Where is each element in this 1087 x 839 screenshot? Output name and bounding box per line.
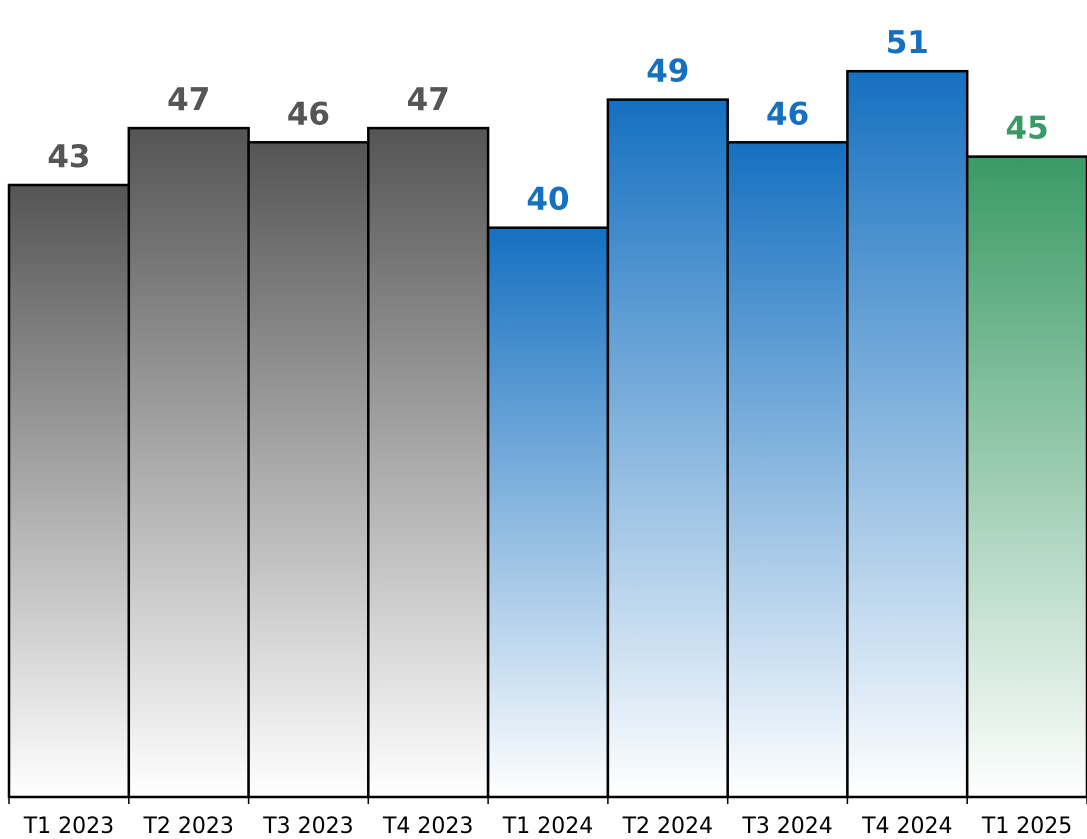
bar-t2-2024	[606, 98, 729, 799]
x-tick-label: T2 2024	[622, 814, 713, 839]
value-label: 49	[646, 54, 689, 90]
x-tick-label: T4 2024	[861, 814, 952, 839]
value-label: 47	[407, 82, 450, 118]
x-tick-label: T1 2024	[502, 814, 593, 839]
x-tick-label: T1 2023	[23, 814, 114, 839]
value-label: 46	[287, 96, 330, 132]
bar-t3-2023	[247, 141, 370, 799]
bar-t1-2023	[7, 183, 131, 799]
x-tick-label: T3 2023	[262, 814, 353, 839]
value-label: 47	[167, 82, 210, 118]
x-tick-label: T2 2023	[142, 814, 233, 839]
bar-t1-2024	[486, 226, 610, 799]
x-tick-label: T4 2023	[382, 814, 473, 839]
value-label: 51	[886, 25, 929, 61]
value-label: 45	[1006, 111, 1049, 147]
x-tick-label: T3 2024	[741, 814, 832, 839]
value-label: 43	[47, 139, 90, 175]
bar-t1-2025	[965, 155, 1087, 799]
value-labels-layer: 43 47 46 47 40 49 46 51 45	[47, 25, 1049, 218]
x-tick-label: T1 2025	[981, 814, 1072, 839]
value-label: 46	[766, 96, 809, 132]
bar-t2-2023	[127, 126, 250, 799]
value-label: 40	[526, 182, 569, 218]
x-axis: T1 2023 T2 2023 T3 2023 T4 2023 T1 2024 T2 20…	[8, 796, 1087, 839]
bar-t4-2024	[846, 69, 969, 799]
bars-layer	[7, 69, 1087, 799]
bar-t3-2024	[726, 141, 849, 799]
bar-t4-2023	[367, 126, 490, 799]
